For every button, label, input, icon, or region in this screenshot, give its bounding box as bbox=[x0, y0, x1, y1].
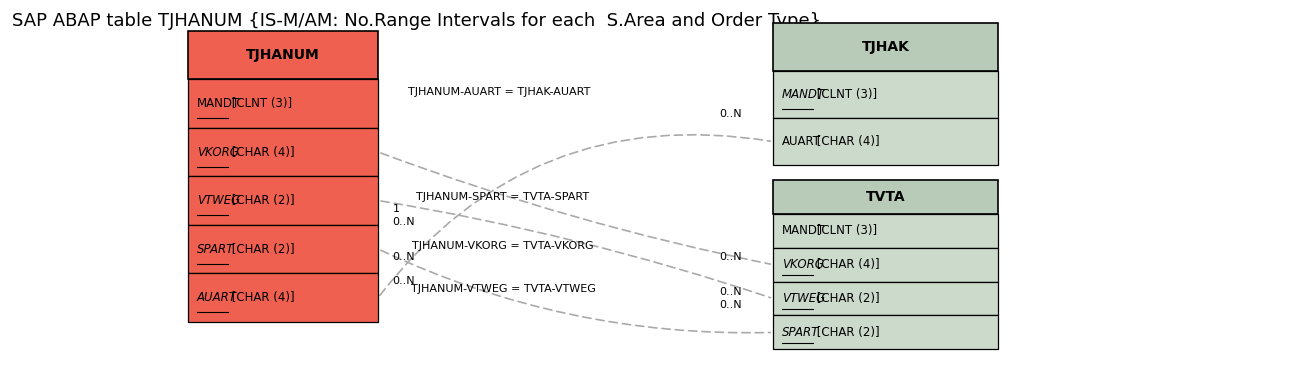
Text: TJHANUM-VTWEG = TVTA-VTWEG: TJHANUM-VTWEG = TVTA-VTWEG bbox=[411, 284, 596, 294]
Bar bbox=[188, 79, 378, 128]
Bar bbox=[188, 176, 378, 225]
Text: TJHANUM: TJHANUM bbox=[246, 48, 320, 62]
Text: VKORG: VKORG bbox=[197, 145, 238, 158]
Text: 1: 1 bbox=[392, 204, 400, 214]
Text: TJHAK: TJHAK bbox=[862, 40, 910, 54]
Text: MANDT [CLNT (3)]: MANDT [CLNT (3)] bbox=[782, 88, 889, 101]
Text: TJHANUM-VKORG = TVTA-VKORG: TJHANUM-VKORG = TVTA-VKORG bbox=[412, 241, 594, 251]
Text: 0..N: 0..N bbox=[392, 217, 415, 227]
Bar bbox=[188, 273, 378, 322]
Text: AUART [CHAR (4)]: AUART [CHAR (4)] bbox=[197, 291, 303, 304]
Text: 0..N: 0..N bbox=[719, 287, 741, 297]
Bar bbox=[188, 225, 378, 273]
Text: MANDT [CLNT (3)]: MANDT [CLNT (3)] bbox=[197, 97, 304, 110]
Bar bbox=[773, 282, 998, 315]
Text: MANDT: MANDT bbox=[197, 97, 240, 110]
Text: VKORG: VKORG bbox=[782, 258, 824, 271]
Text: TJHANUM-SPART = TVTA-SPART: TJHANUM-SPART = TVTA-SPART bbox=[416, 191, 589, 201]
Text: [CHAR (4)]: [CHAR (4)] bbox=[228, 145, 294, 158]
Text: [CHAR (4)]: [CHAR (4)] bbox=[228, 291, 294, 304]
Text: 0..N: 0..N bbox=[719, 300, 741, 310]
Text: [CHAR (2)]: [CHAR (2)] bbox=[228, 243, 294, 256]
Text: 0..N: 0..N bbox=[392, 252, 415, 262]
Bar bbox=[773, 214, 998, 248]
Bar bbox=[773, 248, 998, 282]
Text: 0..N: 0..N bbox=[392, 276, 415, 286]
Text: [CLNT (3)]: [CLNT (3)] bbox=[813, 88, 877, 101]
Text: MANDT [CLNT (3)]: MANDT [CLNT (3)] bbox=[782, 224, 889, 237]
Text: [CLNT (3)]: [CLNT (3)] bbox=[813, 224, 877, 237]
Text: [CHAR (4)]: [CHAR (4)] bbox=[813, 135, 879, 148]
Text: SPART: SPART bbox=[197, 243, 235, 256]
Bar bbox=[773, 118, 998, 165]
Text: MANDT: MANDT bbox=[782, 88, 825, 101]
Bar bbox=[773, 71, 998, 118]
Text: [CLNT (3)]: [CLNT (3)] bbox=[228, 97, 291, 110]
Text: VTWEG: VTWEG bbox=[197, 194, 240, 207]
Text: SPART [CHAR (2)]: SPART [CHAR (2)] bbox=[782, 326, 884, 339]
Bar bbox=[188, 31, 378, 79]
Text: 0..N: 0..N bbox=[719, 109, 741, 119]
Text: VTWEG [CHAR (2)]: VTWEG [CHAR (2)] bbox=[197, 194, 307, 207]
Text: VTWEG [CHAR (2)]: VTWEG [CHAR (2)] bbox=[782, 292, 892, 305]
Text: VKORG [CHAR (4)]: VKORG [CHAR (4)] bbox=[782, 258, 891, 271]
Bar bbox=[773, 315, 998, 349]
Text: [CHAR (2)]: [CHAR (2)] bbox=[813, 326, 879, 339]
Bar bbox=[773, 180, 998, 214]
Text: 0..N: 0..N bbox=[719, 252, 741, 262]
Text: [CHAR (2)]: [CHAR (2)] bbox=[813, 292, 879, 305]
Text: TJHANUM-AUART = TJHAK-AUART: TJHANUM-AUART = TJHAK-AUART bbox=[409, 86, 590, 96]
Text: AUART [CHAR (4)]: AUART [CHAR (4)] bbox=[782, 135, 888, 148]
Text: SAP ABAP table TJHANUM {IS-M/AM: No.Range Intervals for each  S.Area and Order T: SAP ABAP table TJHANUM {IS-M/AM: No.Rang… bbox=[12, 13, 821, 30]
Bar bbox=[773, 23, 998, 71]
Text: SPART: SPART bbox=[782, 326, 820, 339]
Text: [CHAR (4)]: [CHAR (4)] bbox=[813, 258, 879, 271]
Bar bbox=[188, 128, 378, 176]
Text: [CHAR (2)]: [CHAR (2)] bbox=[228, 194, 294, 207]
Text: SPART [CHAR (2)]: SPART [CHAR (2)] bbox=[197, 243, 299, 256]
Text: AUART: AUART bbox=[782, 135, 821, 148]
Text: VTWEG: VTWEG bbox=[782, 292, 825, 305]
Text: AUART: AUART bbox=[197, 291, 237, 304]
Text: TVTA: TVTA bbox=[866, 190, 905, 204]
Text: MANDT: MANDT bbox=[782, 224, 825, 237]
Text: VKORG [CHAR (4)]: VKORG [CHAR (4)] bbox=[197, 145, 305, 158]
